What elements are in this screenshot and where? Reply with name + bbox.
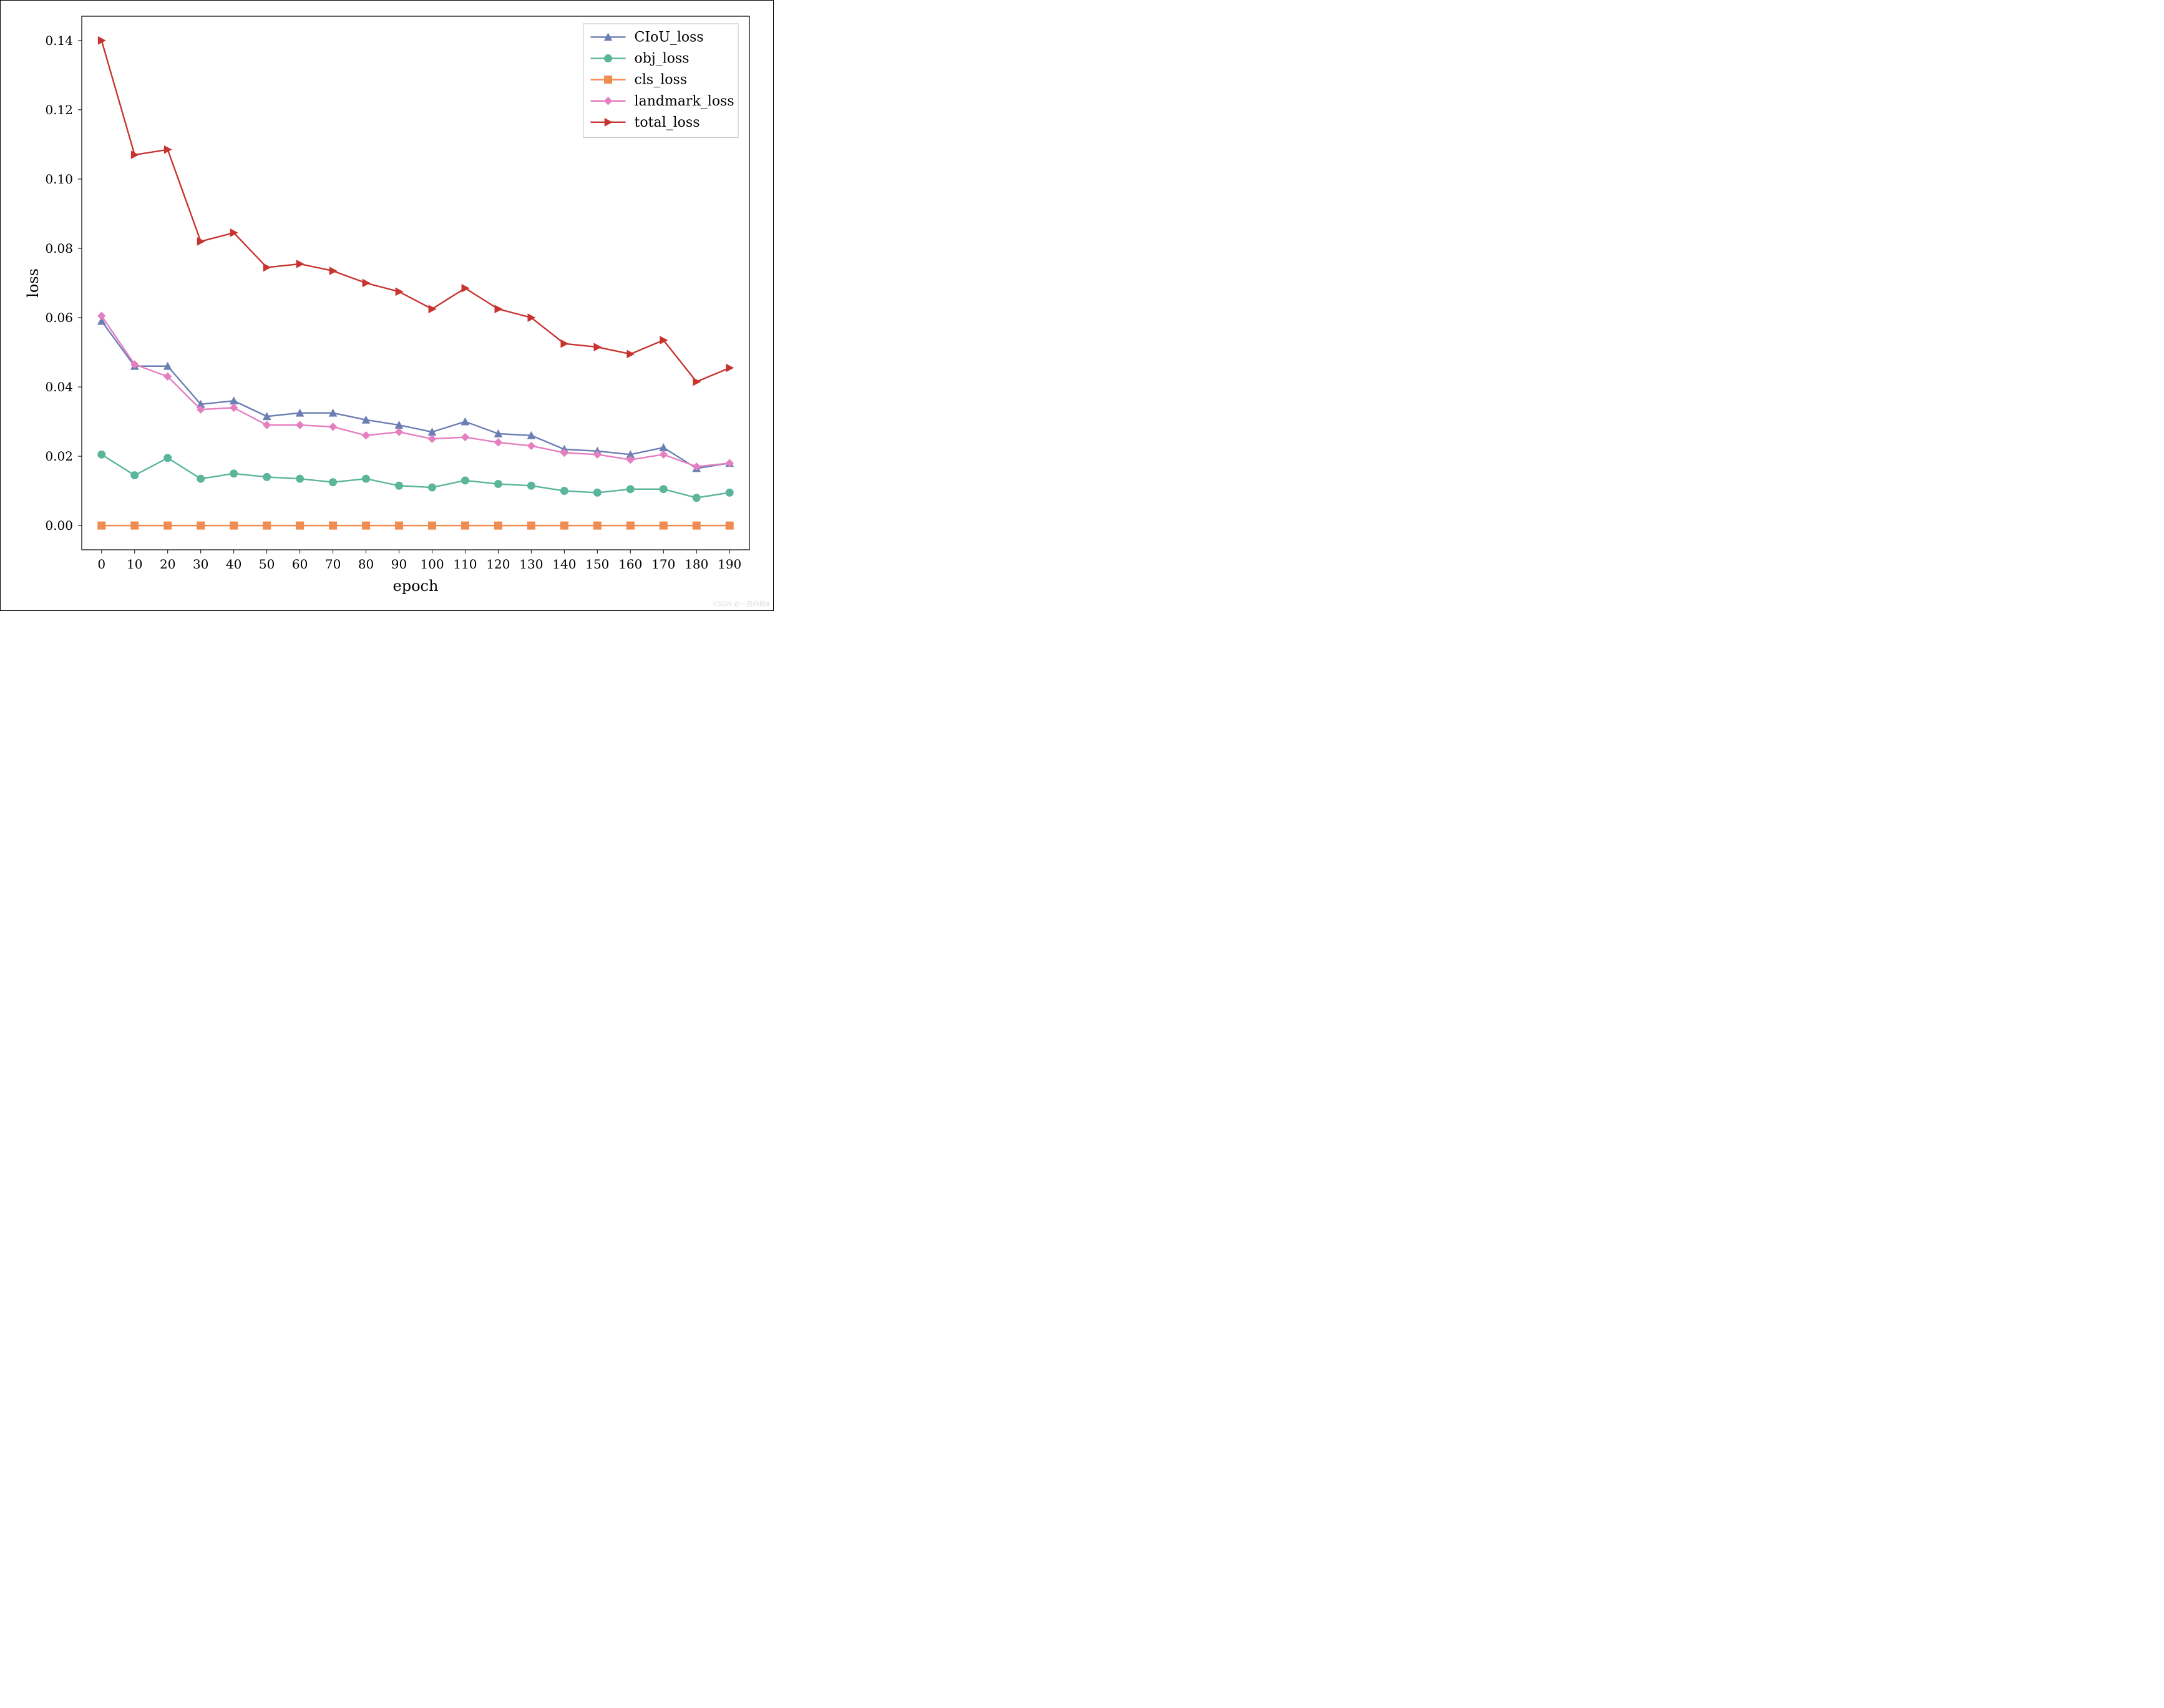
legend-label: landmark_loss (635, 94, 734, 109)
legend-label: cls_loss (635, 72, 688, 88)
y-tick-label: 0.02 (45, 449, 73, 464)
x-tick-label: 140 (552, 557, 576, 572)
x-tick-label: 160 (618, 557, 642, 572)
y-tick-label: 0.06 (45, 310, 73, 325)
legend-label: obj_loss (635, 51, 690, 67)
x-tick-label: 30 (193, 557, 208, 572)
watermark-text: CSDN @一直向前9 (713, 598, 769, 608)
x-tick-label: 130 (519, 557, 543, 572)
x-tick-label: 170 (651, 557, 675, 572)
x-axis-label: epoch (393, 577, 439, 595)
x-tick-label: 80 (358, 557, 374, 572)
loss-line-chart: 0 10 20 30 40 50 60 70 80 90 100 110 120 130 140 150 160… (1, 1, 774, 612)
y-axis-label: loss (24, 268, 42, 298)
x-tick-label: 50 (259, 557, 275, 572)
x-tick-label: 110 (453, 557, 477, 572)
x-tick-label: 150 (585, 557, 609, 572)
legend-label: total_loss (635, 115, 700, 130)
x-tick-label: 90 (391, 557, 407, 572)
legend: CIoU_loss obj_loss cls_loss landmark_lossto… (583, 24, 738, 137)
y-tick-label: 0.00 (45, 518, 73, 533)
x-tick-label: 100 (420, 557, 444, 572)
y-tick-label: 0.10 (45, 172, 73, 187)
y-tick-label: 0.14 (45, 33, 73, 48)
y-tick-label: 0.04 (45, 379, 73, 394)
legend-label: CIoU_loss (635, 30, 704, 46)
y-tick-label: 0.12 (45, 102, 73, 117)
x-tick-label: 10 (127, 557, 142, 572)
y-tick-label: 0.08 (45, 241, 73, 256)
x-tick-label: 20 (160, 557, 175, 572)
x-tick-label: 190 (718, 557, 741, 572)
chart-frame: 0 10 20 30 40 50 60 70 80 90 100 110 120 130 140 150 160… (0, 0, 774, 611)
x-tick-label: 0 (97, 557, 105, 572)
x-tick-label: 60 (292, 557, 308, 572)
x-tick-label: 120 (486, 557, 510, 572)
x-tick-label: 40 (226, 557, 241, 572)
x-tick-label: 180 (685, 557, 708, 572)
x-tick-label: 70 (325, 557, 341, 572)
